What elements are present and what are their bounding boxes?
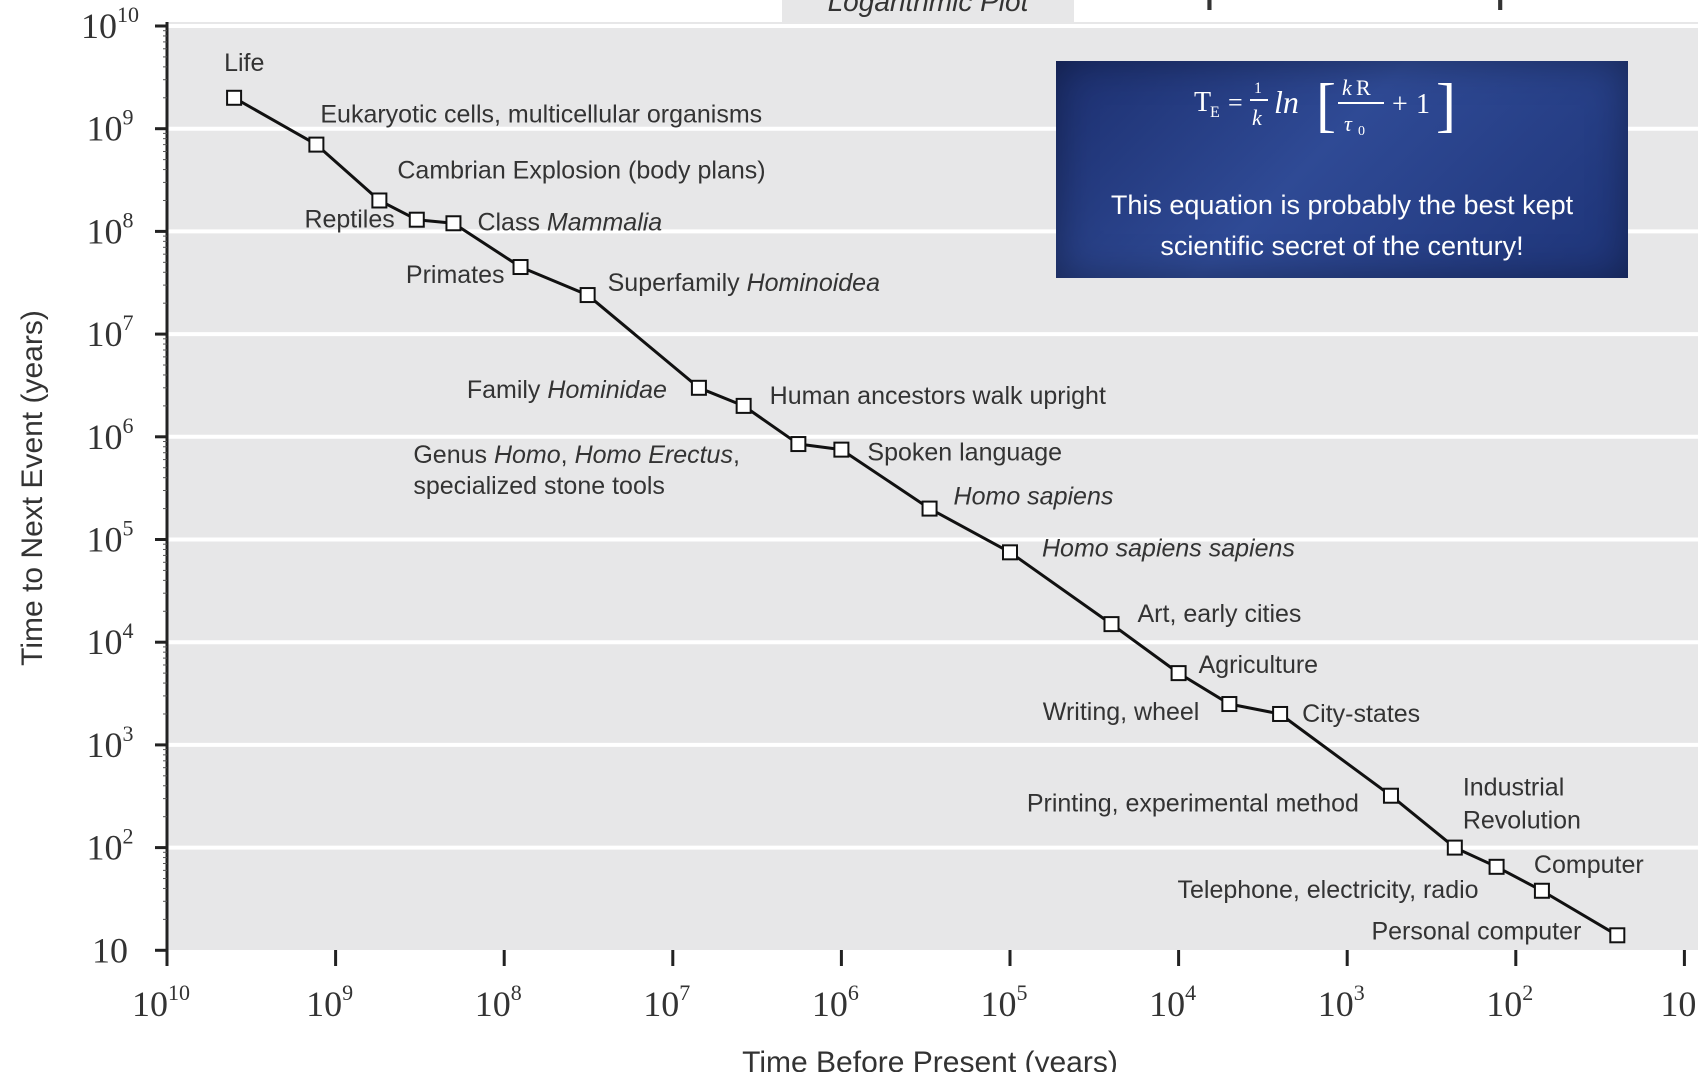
x-tick-label: 104 — [1149, 980, 1196, 1024]
y-tick-label: 1010 — [81, 2, 139, 46]
data-point — [308, 136, 325, 153]
data-point — [1221, 696, 1238, 713]
data-point — [1488, 858, 1505, 875]
data-label: Printing, experimental method — [1027, 790, 1359, 818]
equation-note: This equation is probably the best kept … — [1056, 185, 1628, 267]
data-point — [921, 500, 938, 517]
data-point — [371, 192, 388, 209]
data-label: Family Hominidae — [467, 376, 667, 404]
data-point — [579, 287, 596, 304]
svg-text:k: k — [1252, 105, 1263, 130]
data-point — [1609, 927, 1626, 944]
equation-note-line1: This equation is probably the best kept — [1110, 190, 1574, 220]
data-label: Industrial Revolution — [1463, 774, 1581, 835]
x-tick-label: 102 — [1486, 980, 1533, 1024]
data-point — [1382, 787, 1399, 804]
data-label: Reptiles — [304, 206, 394, 234]
data-point — [512, 259, 529, 276]
data-label: Life — [224, 49, 264, 77]
data-point — [226, 89, 243, 106]
svg-text:T: T — [1194, 87, 1211, 118]
svg-text:1: 1 — [1416, 89, 1430, 120]
data-point — [408, 211, 425, 228]
y-tick-label: 103 — [87, 721, 134, 765]
data-label: Agriculture — [1199, 651, 1319, 679]
data-label: Superfamily Hominoidea — [608, 269, 880, 297]
y-tick-label: 10 — [92, 930, 128, 970]
data-label: City-states — [1302, 700, 1420, 728]
data-label: Writing, wheel — [1043, 698, 1200, 726]
y-tick-label: 104 — [87, 618, 134, 662]
data-label: Art, early cities — [1138, 600, 1302, 628]
x-tick-label: 1010 — [132, 980, 190, 1024]
data-point — [1272, 705, 1289, 722]
chart-title: Logarithmic Plot — [827, 0, 1029, 17]
data-label: Homo sapiens — [954, 483, 1114, 511]
y-tick-label: 106 — [87, 413, 134, 457]
svg-text:R: R — [1356, 75, 1371, 100]
data-label: Genus Homo, Homo Erectus, specialized sto… — [413, 441, 740, 500]
y-axis-label: Time to Next Event (years) — [16, 310, 49, 666]
y-tick-label: 105 — [87, 516, 134, 560]
equation-formula: T E = 1 k ln [ k R τ 0 + 1 ] — [1056, 67, 1628, 163]
y-tick-label: 108 — [87, 207, 134, 251]
x-tick-label: 105 — [981, 980, 1028, 1024]
x-tick-label: 107 — [643, 980, 690, 1024]
equation-note-line2: scientific secret of the century! — [1160, 231, 1524, 261]
equation-callout-box: T E = 1 k ln [ k R τ 0 + 1 ] — [1056, 61, 1628, 278]
data-line — [233, 96, 1619, 937]
data-label: Homo sapiens sapiens — [1042, 534, 1295, 562]
data-label: Telephone, electricity, radio — [1177, 876, 1478, 904]
data-point — [1103, 616, 1120, 633]
x-tick-label: 108 — [475, 980, 522, 1024]
data-point — [735, 397, 752, 414]
x-tick-label: 10 — [1660, 984, 1696, 1024]
x-tick-label: 109 — [306, 980, 353, 1024]
y-tick-label: 102 — [87, 824, 134, 868]
x-axis-label: Time Before Present (years) — [742, 1046, 1118, 1072]
data-point — [790, 436, 807, 453]
svg-text:k: k — [1342, 75, 1353, 100]
data-label: Eukaryotic cells, multicellular organism… — [320, 101, 762, 129]
x-tick-label: 106 — [812, 980, 859, 1024]
svg-text:τ: τ — [1344, 111, 1353, 136]
data-label: Human ancestors walk upright — [770, 382, 1106, 410]
data-point — [833, 441, 850, 458]
data-point — [690, 379, 707, 396]
data-point — [1170, 665, 1187, 682]
y-tick-label: 109 — [87, 105, 134, 149]
svg-text:E: E — [1210, 104, 1220, 121]
data-point — [1533, 882, 1550, 899]
cropped-equation-fragment: ⌈▀ ▘▀▀ ▘▀ ▀▀⌉ — [1205, 0, 1560, 10]
data-label: Spoken language — [867, 439, 1062, 467]
data-point — [1002, 544, 1018, 561]
data-label: Cambrian Explosion (body plans) — [397, 156, 765, 184]
svg-text:+: + — [1392, 89, 1408, 120]
data-label: Primates — [406, 261, 505, 289]
data-label: Class Mammalia — [477, 208, 662, 236]
svg-text:=: = — [1228, 88, 1243, 117]
data-point — [445, 215, 462, 232]
data-point — [1446, 839, 1463, 856]
svg-text:]: ] — [1436, 72, 1456, 138]
chart-title-tab: Logarithmic Plot — [782, 0, 1074, 22]
svg-text:0: 0 — [1358, 124, 1365, 139]
svg-text:[: [ — [1316, 72, 1336, 138]
x-tick-label: 103 — [1318, 980, 1365, 1024]
data-label: Computer — [1534, 851, 1644, 879]
y-tick-label: 107 — [87, 310, 134, 354]
svg-text:ln: ln — [1274, 84, 1299, 120]
data-label: Personal computer — [1371, 917, 1581, 945]
svg-text:1: 1 — [1254, 80, 1262, 97]
